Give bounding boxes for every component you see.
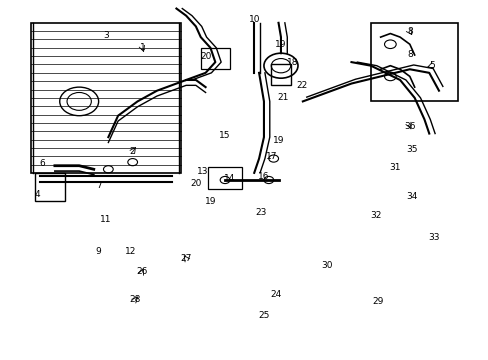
Text: 29: 29 <box>372 297 383 306</box>
Text: 6: 6 <box>40 159 45 168</box>
Bar <box>35 173 64 202</box>
Text: 31: 31 <box>388 163 400 172</box>
Text: 12: 12 <box>124 247 136 256</box>
Text: 28: 28 <box>129 295 141 304</box>
Text: 14: 14 <box>224 174 235 183</box>
Text: 30: 30 <box>321 261 332 270</box>
Text: 36: 36 <box>403 122 415 131</box>
Text: 15: 15 <box>219 131 230 140</box>
Text: 3: 3 <box>103 31 108 40</box>
Text: 19: 19 <box>272 136 284 145</box>
Text: 13: 13 <box>197 167 208 176</box>
Text: 23: 23 <box>255 208 266 217</box>
Text: 1: 1 <box>139 43 145 52</box>
Text: 17: 17 <box>265 152 276 161</box>
Text: 27: 27 <box>180 254 191 263</box>
Bar <box>30 23 181 173</box>
Bar <box>207 167 242 189</box>
Text: 21: 21 <box>277 93 288 102</box>
Text: 2: 2 <box>130 147 135 156</box>
Text: 20: 20 <box>200 52 211 61</box>
Bar <box>271 64 290 85</box>
Text: 22: 22 <box>296 81 307 90</box>
Text: 9: 9 <box>96 247 102 256</box>
Text: 10: 10 <box>248 15 260 24</box>
Text: 4: 4 <box>35 190 41 199</box>
Text: 32: 32 <box>369 211 381 220</box>
Text: 19: 19 <box>204 197 216 206</box>
Text: 8: 8 <box>406 27 412 36</box>
Text: 5: 5 <box>428 61 434 70</box>
Text: 34: 34 <box>406 192 417 201</box>
Text: 7: 7 <box>96 181 102 190</box>
Text: 33: 33 <box>427 233 439 242</box>
Text: 25: 25 <box>258 311 269 320</box>
Text: 35: 35 <box>406 145 417 154</box>
Text: 26: 26 <box>137 267 148 276</box>
Bar <box>201 48 229 69</box>
Text: 16: 16 <box>258 172 269 181</box>
Text: 18: 18 <box>287 58 298 67</box>
Text: 11: 11 <box>100 215 111 224</box>
Bar <box>370 23 458 102</box>
Text: 19: 19 <box>275 40 286 49</box>
Text: 8: 8 <box>406 50 412 59</box>
Text: 20: 20 <box>190 179 201 188</box>
Text: 24: 24 <box>270 290 281 299</box>
